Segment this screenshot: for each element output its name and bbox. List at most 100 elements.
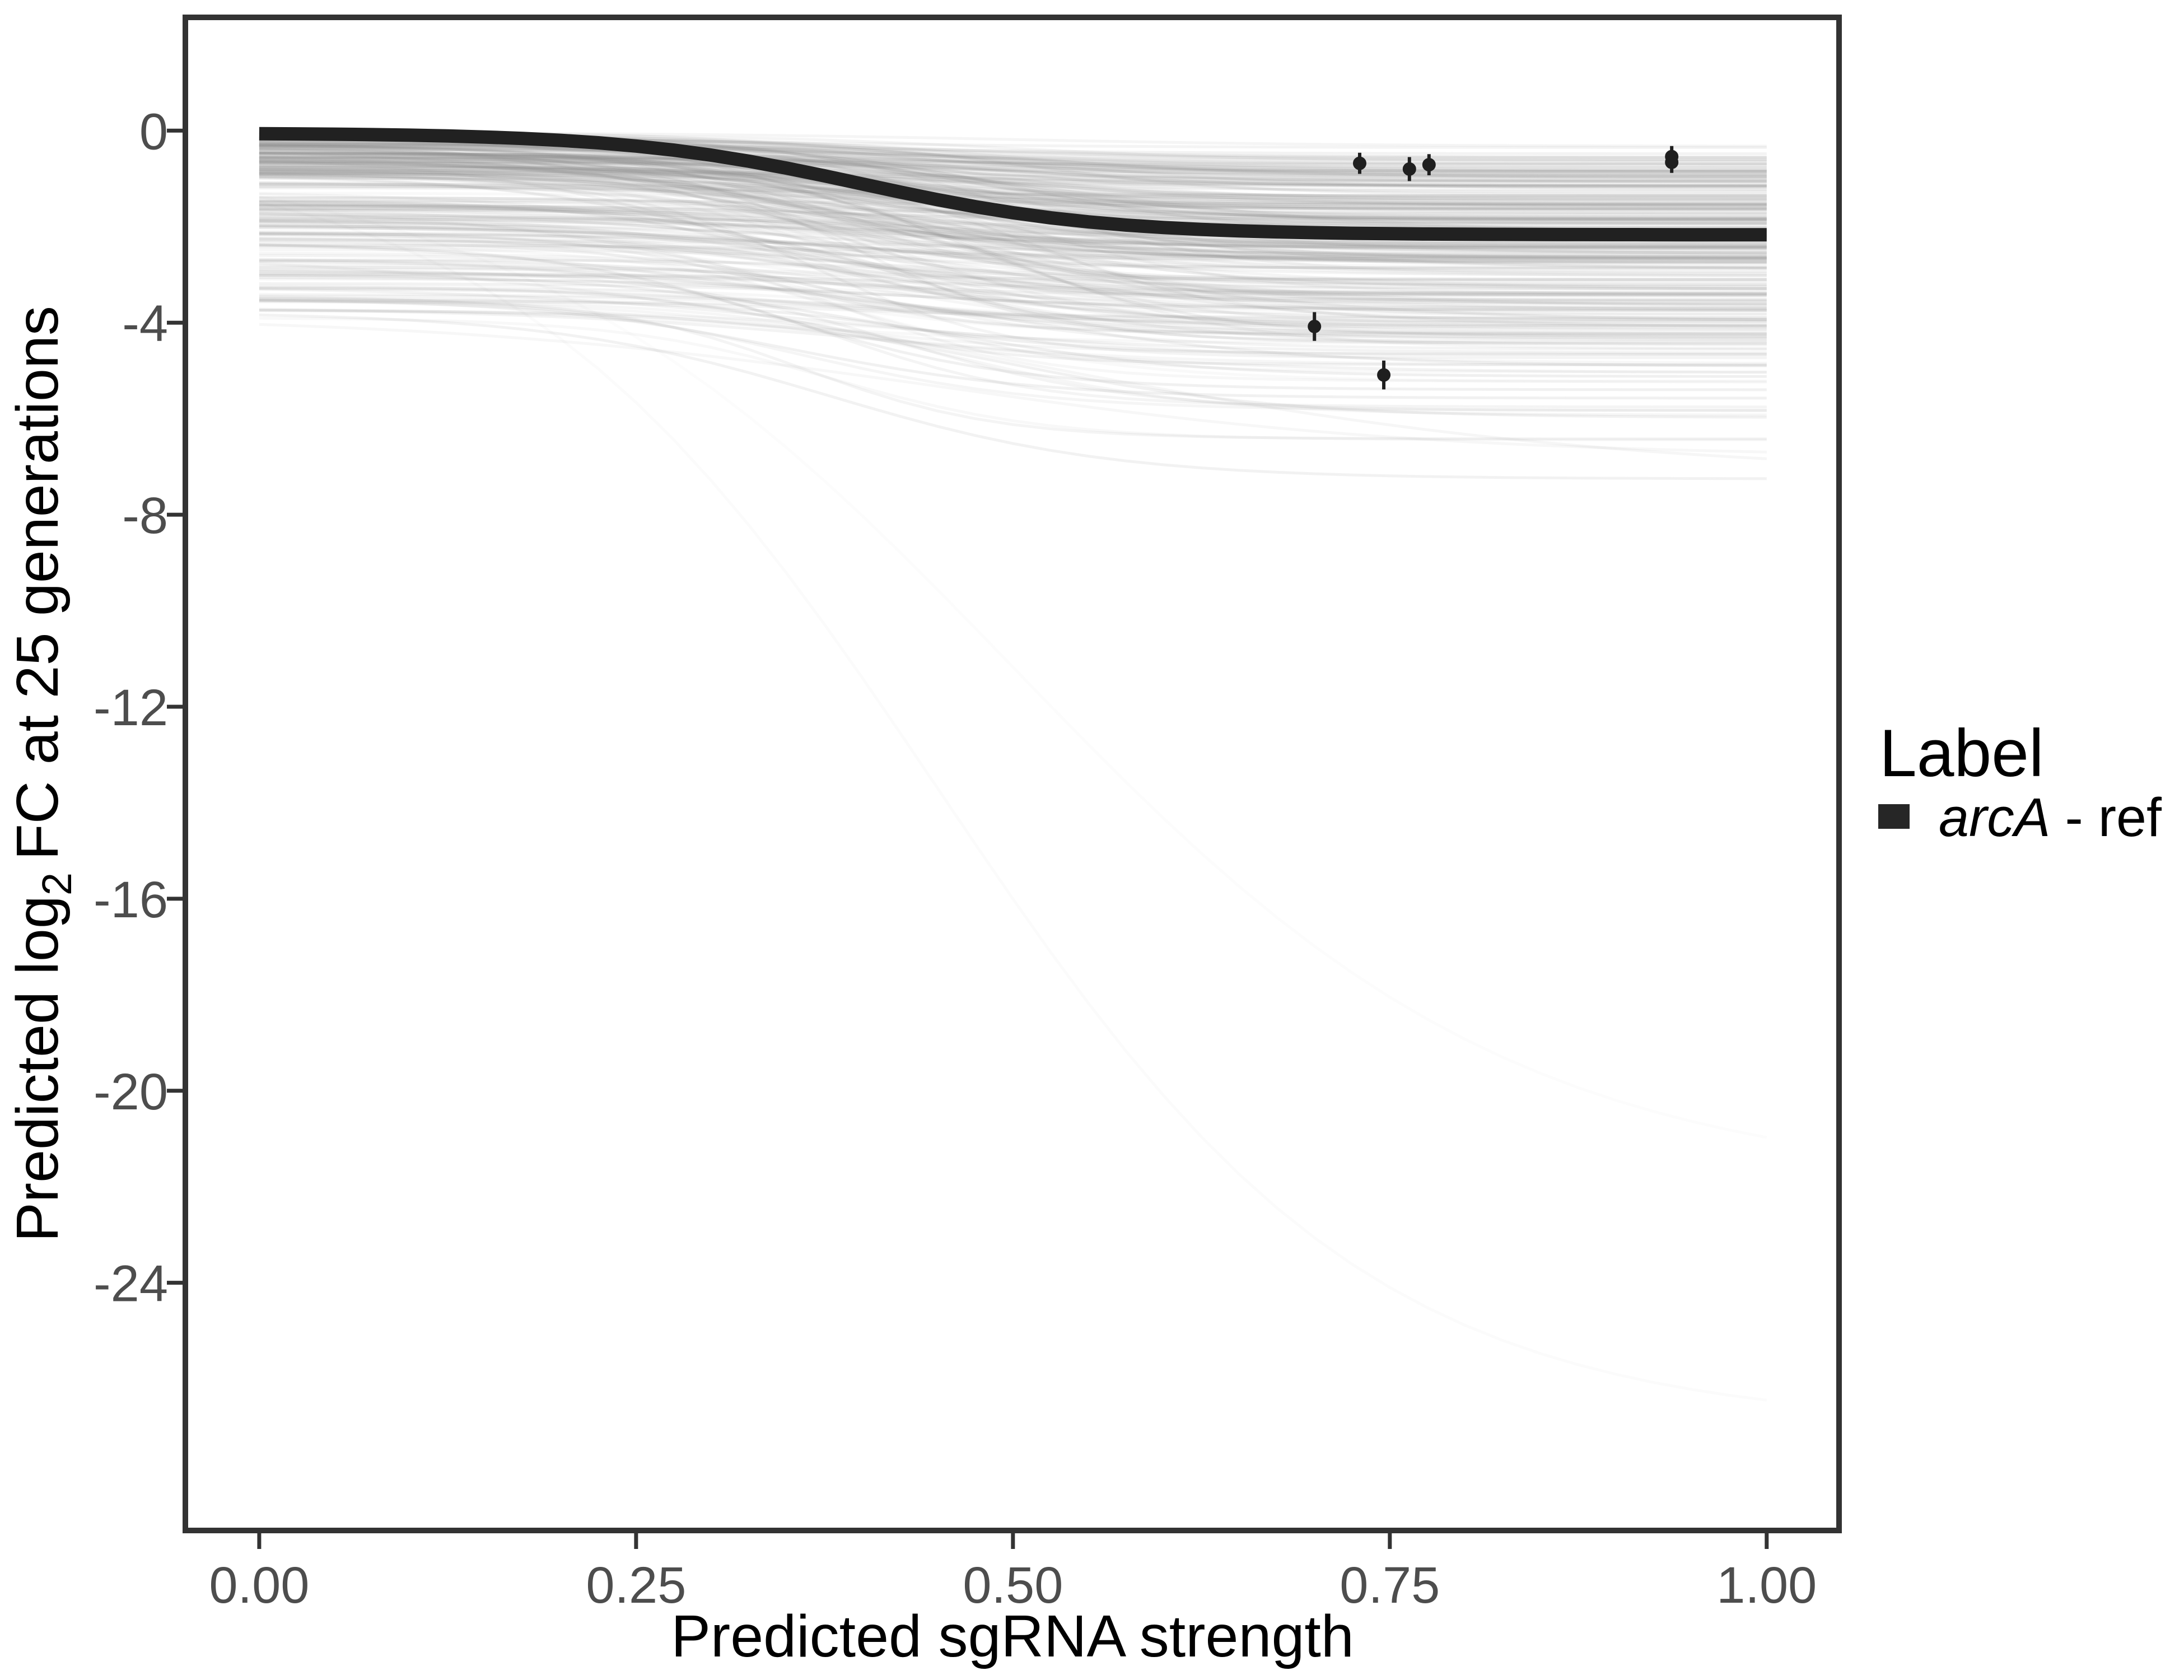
ensemble-curve (259, 172, 1767, 189)
ensemble-curve (259, 221, 1767, 290)
y-tick-label: -24 (94, 1256, 168, 1313)
ensemble-curve (259, 209, 1767, 248)
ensemble-curve (259, 233, 1767, 311)
y-tick-label: -4 (122, 295, 168, 352)
ensemble-curve (259, 215, 1767, 245)
ensemble-curve (259, 165, 1767, 283)
ensemble-curve (259, 152, 1767, 169)
ensemble-curve (259, 165, 1767, 265)
ensemble-curve (259, 157, 1767, 207)
ensemble-curve (259, 297, 1767, 319)
ensemble-curve (259, 159, 1767, 337)
ensemble-curve (259, 316, 1767, 441)
ensemble-curve (259, 231, 1767, 271)
ensemble-curve (259, 200, 1767, 253)
ensemble-curve (259, 293, 1767, 340)
ensemble-curve (259, 141, 1767, 286)
x-axis-title: Predicted sgRNA strength (671, 1603, 1354, 1669)
legend-title: Label (1879, 716, 2044, 791)
ensemble-curve (259, 147, 1767, 178)
ensemble-curve (259, 157, 1767, 200)
ensemble-curve (259, 226, 1767, 307)
ensemble-curve (259, 265, 1767, 291)
ensemble-curve (259, 151, 1767, 187)
ensemble-curve (259, 160, 1767, 214)
ensemble-curve (259, 143, 1767, 186)
ensemble-curve (259, 272, 1767, 327)
ensemble-curve (259, 181, 1767, 268)
ensemble-curve (259, 152, 1767, 202)
ensemble-curve (259, 168, 1767, 181)
ensemble-curves (259, 130, 1767, 480)
ensemble-curve (259, 168, 1767, 187)
ensemble-curve (259, 193, 1767, 335)
ensemble-curve (259, 307, 1767, 345)
ensemble-curve (259, 299, 1767, 356)
ensemble-curve (259, 204, 1767, 245)
ensemble-curve (259, 172, 1767, 305)
ensemble-curve (259, 142, 1767, 160)
ensemble-curve (259, 158, 1767, 208)
ensemble-curve (259, 251, 1767, 296)
ensemble-curve (259, 151, 1767, 211)
ensemble-curve (259, 144, 1767, 183)
ensemble-curve (259, 299, 1767, 367)
ensemble-curve (259, 183, 1767, 221)
ensemble-curve (259, 171, 1767, 319)
legend-gene-name: arcA (1939, 787, 2050, 848)
ensemble-curve (259, 220, 1767, 269)
ensemble-curve (259, 166, 1767, 295)
ensemble-curve (259, 192, 1767, 211)
ensemble-curve (259, 148, 1767, 249)
legend-label-arcA-ref: arcA - ref (1939, 787, 2162, 848)
ensemble-curve (259, 144, 1767, 171)
ensemble-curve (259, 217, 1767, 345)
ensemble-curve (259, 172, 1767, 312)
ensemble-curve (259, 243, 1767, 258)
ensemble-curve (259, 144, 1767, 277)
ensemble-curve (259, 164, 1767, 268)
ensemble-curve (259, 144, 1767, 288)
ensemble-curve (259, 171, 1767, 309)
ensemble-curve (259, 157, 1767, 183)
ensemble-curve (259, 139, 1767, 178)
ensemble-curve (259, 168, 1767, 264)
ensemble-curve (259, 142, 1767, 156)
ensemble-curve (259, 151, 1767, 207)
axes: 0 -4 -8 -12 -16 -20 -24 0.00 0.25 0.50 0.75 1.00 (94, 103, 1817, 1614)
ensemble-curve (259, 231, 1767, 384)
ensemble-curve (259, 151, 1767, 343)
ensemble-curve (259, 155, 1767, 182)
ensemble-outlier-curve (259, 323, 1767, 454)
ensemble-curve (259, 297, 1767, 441)
panel-border (183, 15, 1842, 1533)
ensemble-curve (259, 160, 1767, 199)
y-tick-label: 0 (139, 103, 168, 160)
ensemble-curve (259, 165, 1767, 220)
ensemble-curve (259, 151, 1767, 321)
ensemble-curve (259, 274, 1767, 312)
ensemble-curve (259, 221, 1767, 295)
ensemble-curve (259, 207, 1767, 258)
ensemble-curve (259, 172, 1767, 222)
ensemble-curve (259, 223, 1767, 260)
ensemble-curve (259, 152, 1767, 218)
ensemble-curve (259, 166, 1767, 183)
ensemble-curve (259, 208, 1767, 316)
ensemble-curve (259, 181, 1767, 248)
ensemble-curve (259, 144, 1767, 224)
ensemble-curve (259, 163, 1767, 338)
ensemble-curve (259, 245, 1767, 374)
ensemble-curve (259, 161, 1767, 206)
ensemble-curve (259, 152, 1767, 305)
ensemble-curve (259, 160, 1767, 173)
legend-label-suffix: - ref (2065, 787, 2162, 848)
ensemble-curve (259, 156, 1767, 209)
ensemble-curve (259, 175, 1767, 360)
x-tick-label: 1.00 (1716, 1557, 1817, 1614)
ensemble-curve (259, 169, 1767, 207)
ensemble-curve (259, 175, 1767, 302)
ensemble-curve (259, 165, 1767, 211)
ensemble-curve (259, 167, 1767, 248)
